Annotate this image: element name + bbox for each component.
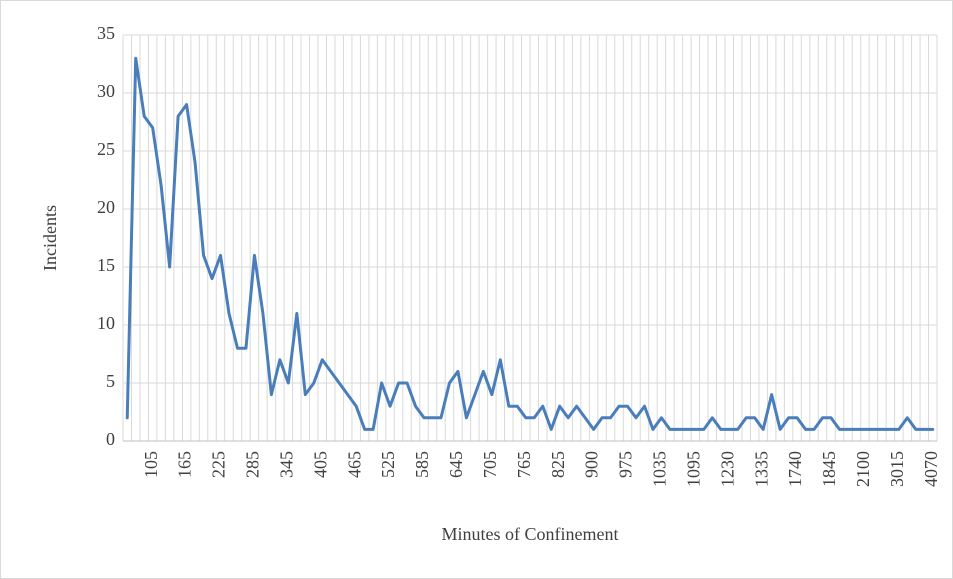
x-tick-label: 765 (514, 451, 534, 478)
x-tick-label: 585 (412, 451, 432, 478)
y-tick-label: 25 (97, 139, 115, 159)
x-tick-label: 1035 (650, 451, 670, 487)
x-tick-label: 1335 (751, 451, 771, 487)
x-tick-label: 4070 (921, 451, 941, 487)
x-tick-label: 645 (446, 451, 466, 478)
x-tick-label: 345 (276, 451, 296, 478)
data-line (125, 56, 935, 431)
x-tick-label: 1845 (819, 451, 839, 487)
y-tick-label: 10 (97, 313, 115, 333)
x-tick-label: 1740 (785, 451, 805, 487)
y-tick-label: 35 (97, 23, 115, 43)
x-tick-label: 2100 (853, 451, 873, 487)
x-tick-label: 285 (243, 451, 263, 478)
x-tick-label: 705 (480, 451, 500, 478)
x-tick-label: 975 (616, 451, 636, 478)
x-tick-label: 465 (344, 451, 364, 478)
x-tick-label: 525 (378, 451, 398, 478)
x-tick-label: 165 (175, 451, 195, 478)
y-tick-label: 15 (97, 255, 115, 275)
x-tick-label: 105 (141, 451, 161, 478)
y-tick-label: 0 (106, 429, 115, 449)
y-tick-label: 5 (106, 371, 115, 391)
y-tick-label: 30 (97, 81, 115, 101)
x-tick-label: 3015 (887, 451, 907, 487)
x-tick-label: 405 (310, 451, 330, 478)
y-tick-label: 20 (97, 197, 115, 217)
x-tick-label: 1230 (717, 451, 737, 487)
y-axis-title: Incidents (40, 205, 60, 271)
x-tick-label: 825 (548, 451, 568, 478)
x-axis-title: Minutes of Confinement (442, 524, 619, 544)
x-tick-label: 1095 (683, 451, 703, 487)
x-tick-label: 225 (209, 451, 229, 478)
x-tick-label: 900 (582, 451, 602, 478)
